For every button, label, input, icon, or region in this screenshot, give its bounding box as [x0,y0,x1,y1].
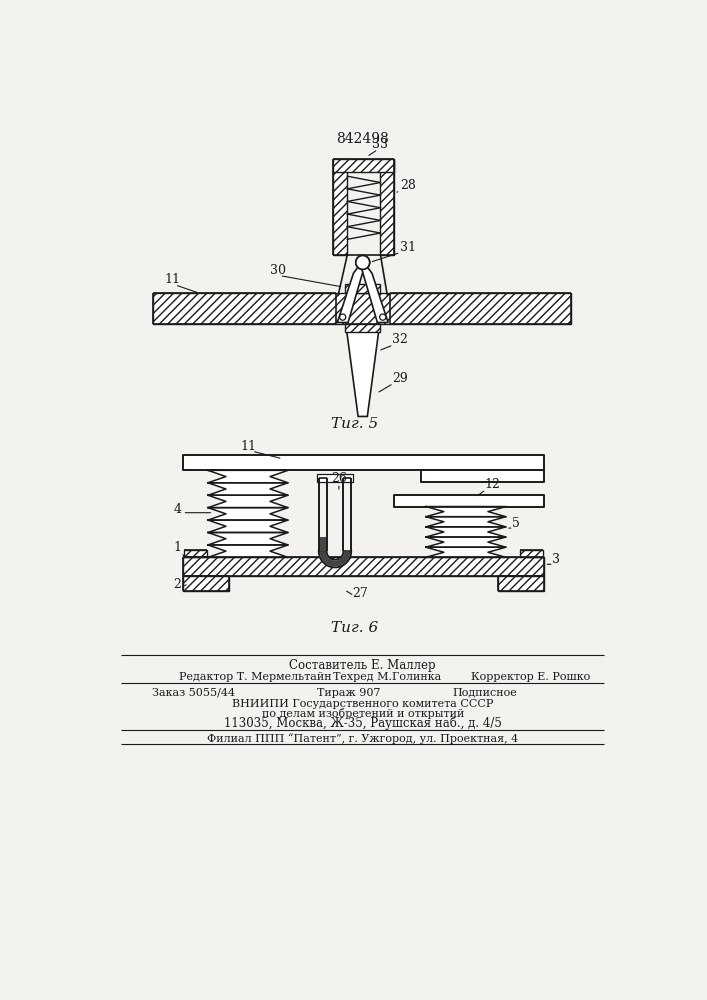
Polygon shape [320,551,351,567]
Text: 32: 32 [392,333,408,346]
Circle shape [380,314,386,320]
Polygon shape [346,324,380,416]
Text: Заказ 5055/44: Заказ 5055/44 [152,688,235,698]
Polygon shape [208,483,288,495]
Text: Редактор Т. Мермельтайн: Редактор Т. Мермельтайн [179,672,332,682]
Text: 11: 11 [165,273,181,286]
Polygon shape [208,508,288,520]
Bar [182,576,229,591]
Text: Составитель Е. Маллер: Составитель Е. Маллер [289,659,436,672]
Polygon shape [426,547,506,557]
Text: Τиг. 6: Τиг. 6 [332,621,379,635]
Text: Подписное: Подписное [452,688,517,698]
Text: 3: 3 [552,553,560,566]
Polygon shape [208,545,288,557]
Polygon shape [208,470,288,483]
Text: ВНИИПИ Государственного комитета СССР: ВНИИПИ Государственного комитета СССР [232,699,493,709]
Circle shape [339,314,346,320]
Bar [320,537,326,551]
Text: по делам изобретений и открытий: по делам изобретений и открытий [262,708,464,719]
Text: Тираж 907: Тираж 907 [317,688,381,698]
Polygon shape [208,532,288,545]
Text: Корректор Е. Рошко: Корректор Е. Рошко [472,672,590,682]
Circle shape [356,256,370,269]
Bar [182,455,544,470]
Bar [380,158,395,255]
Bar [153,293,571,324]
Bar [345,324,380,332]
Polygon shape [208,495,288,508]
Polygon shape [426,507,506,517]
Polygon shape [426,527,506,537]
Text: 31: 31 [400,241,416,254]
Text: 5: 5 [512,517,520,530]
Text: 27: 27 [352,587,368,600]
Text: 30: 30 [270,264,286,277]
Polygon shape [208,520,288,532]
Text: Филиал ППП “Патент”, г. Ужгород, ул. Проектная, 4: Филиал ППП “Патент”, г. Ужгород, ул. Про… [207,733,518,744]
Text: 12: 12 [484,478,501,491]
Bar [317,474,353,482]
Text: 33: 33 [372,138,388,151]
Polygon shape [426,517,506,527]
Bar [182,557,544,576]
Text: 2: 2 [173,578,181,591]
Polygon shape [319,551,351,567]
Text: 113035, Москва, Ж-35, Раушская наб., д. 4/5: 113035, Москва, Ж-35, Раушская наб., д. … [224,717,502,730]
Bar [345,284,380,293]
Text: 29: 29 [392,372,408,385]
Text: 26: 26 [331,472,347,485]
Text: 28: 28 [400,179,416,192]
Text: Техред М.Голинка: Техред М.Голинка [333,672,441,682]
Polygon shape [337,267,364,323]
Bar [498,576,544,591]
Text: 842498: 842498 [337,132,389,146]
Bar [336,293,390,324]
Polygon shape [361,267,388,323]
Text: Τиг. 5: Τиг. 5 [332,417,379,431]
Polygon shape [426,537,506,547]
Bar [520,550,543,557]
Text: 4: 4 [173,503,181,516]
Bar [184,550,207,557]
Text: 11: 11 [240,440,257,453]
Bar [421,470,544,482]
Bar [395,495,544,507]
Text: 1: 1 [173,541,181,554]
Bar [334,158,347,255]
Bar [334,158,395,172]
Circle shape [356,256,370,269]
